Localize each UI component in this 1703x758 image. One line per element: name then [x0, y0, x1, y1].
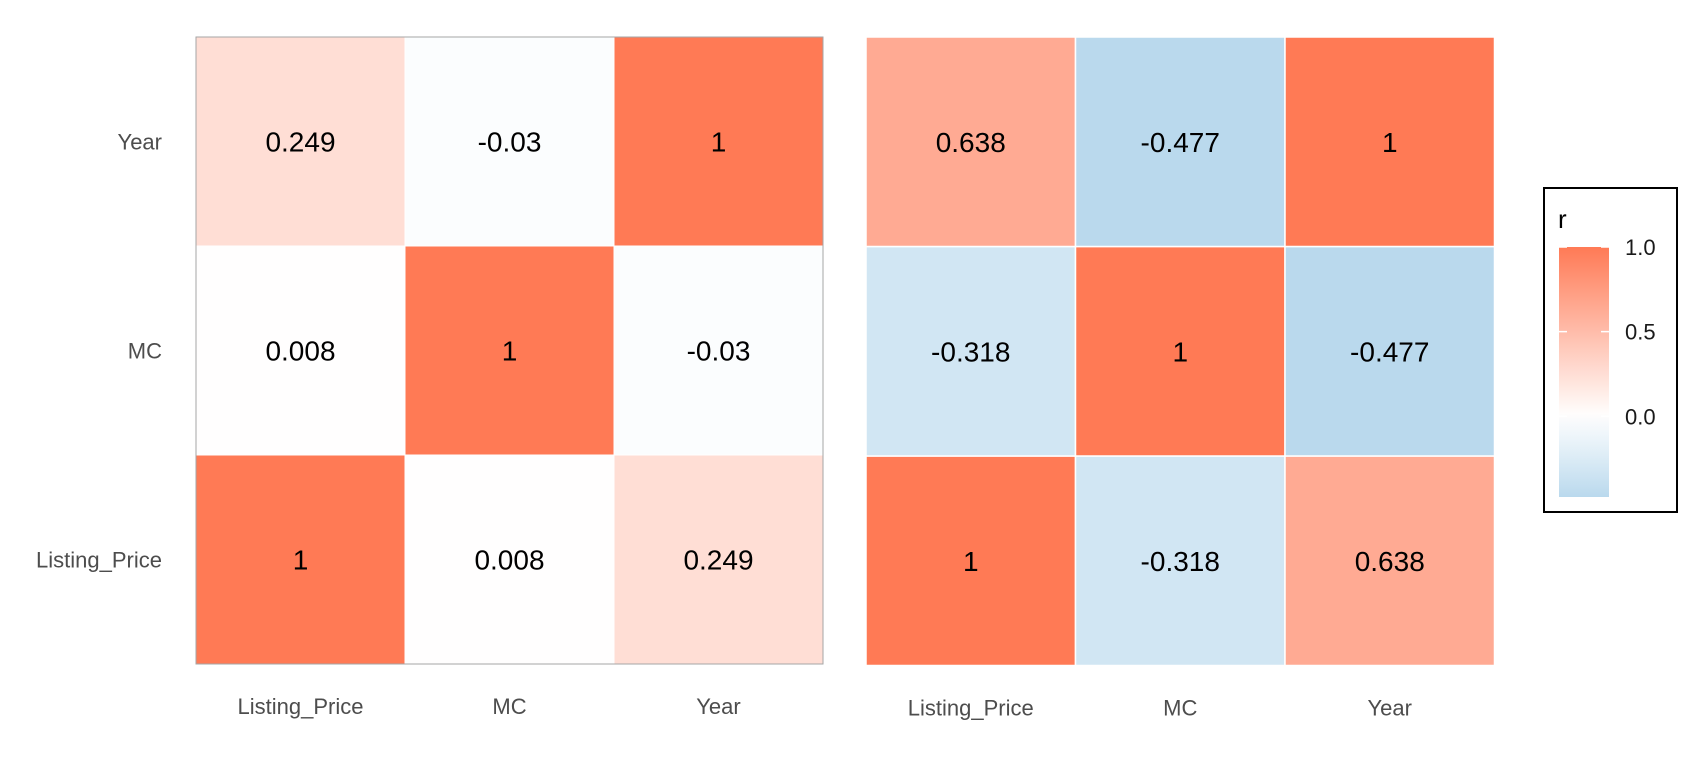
cell-value-label: -0.318: [1141, 546, 1220, 577]
cell-value-label: -0.03: [687, 336, 751, 367]
cell-value-label: 0.638: [936, 127, 1006, 158]
legend-title: r: [1558, 204, 1567, 234]
cell-value-label: 0.638: [1355, 546, 1425, 577]
cell-value-label: 0.249: [683, 545, 753, 576]
x-tick-label: Listing_Price: [908, 696, 1034, 721]
heatmap-cell-1-listing_price-listing_price: [195, 454, 406, 665]
cell-value-label: 1: [711, 127, 727, 158]
panel-frame: [195, 36, 824, 665]
heatmap-cell-1-year-mc: [404, 36, 615, 247]
heatmap-cell-1-listing_price-mc: [404, 454, 615, 665]
cell-value-label: 1: [502, 336, 518, 367]
cell-value-label: 1: [1382, 127, 1398, 158]
heatmap-panel-right: 1 -0.318 0.638 -0.318 1 -0.477 0.638 -0.477 1 Lis…: [865, 36, 1496, 721]
y-tick-label: Listing_Price: [36, 548, 162, 573]
heatmap-panel-left: 1 0.008 0.249 0.008 1 -0.03 0.249 -0.03 1 Listing…: [36, 36, 824, 719]
heatmap-cell-2-mc-listing_price: [865, 245, 1077, 457]
cell-value-label: -0.477: [1141, 127, 1220, 158]
legend-ticks: 0.0 0.5 1.0: [1559, 235, 1656, 429]
heatmap-cell-1-mc-listing_price: [195, 245, 406, 456]
legend-tick-label: 1.0: [1625, 235, 1656, 260]
legend-color-bar: [1559, 247, 1609, 497]
x-tick-label: Year: [1368, 696, 1412, 721]
heatmap-cell-1-mc-mc: [404, 245, 615, 456]
heatmap-cell-2-mc-mc: [1074, 245, 1286, 457]
color-legend: r 0.0 0.5 1.0: [1543, 187, 1678, 513]
heatmap-cell-2-year-mc: [1074, 36, 1286, 248]
cell-value-label: -0.03: [478, 127, 542, 158]
legend-tick-label: 0.5: [1625, 320, 1656, 345]
x-tick-label: Listing_Price: [238, 694, 364, 719]
cell-value-label: -0.318: [931, 336, 1010, 367]
heatmap-cell-2-listing_price-mc: [1074, 455, 1286, 667]
heatmap-cell-1-year-listing_price: [195, 36, 406, 247]
heatmap-cell-1-mc-year: [613, 245, 824, 456]
x-tick-label: MC: [1163, 696, 1197, 721]
cell-value-label: -0.477: [1350, 336, 1429, 367]
heatmap-cell-2-year-year: [1284, 36, 1496, 248]
y-tick-label: MC: [128, 339, 162, 364]
heatmap-cell-2-listing_price-year: [1284, 455, 1496, 667]
x-tick-label: Year: [696, 694, 740, 719]
cell-value-label: 0.249: [265, 127, 335, 158]
heatmap-cell-2-year-listing_price: [865, 36, 1077, 248]
cell-value-label: 1: [963, 546, 979, 577]
heatmap-cell-1-year-year: [613, 36, 824, 247]
cell-value-label: 0.008: [474, 545, 544, 576]
cell-value-label: 1: [293, 545, 309, 576]
x-tick-label: MC: [492, 694, 526, 719]
heatmap-cell-2-mc-year: [1284, 245, 1496, 457]
cell-value-label: 1: [1172, 336, 1188, 367]
cell-value-label: 0.008: [265, 336, 335, 367]
heatmap-cell-2-listing_price-listing_price: [865, 455, 1077, 667]
y-tick-label: Year: [118, 130, 162, 155]
legend-tick-label: 0.0: [1625, 404, 1656, 429]
